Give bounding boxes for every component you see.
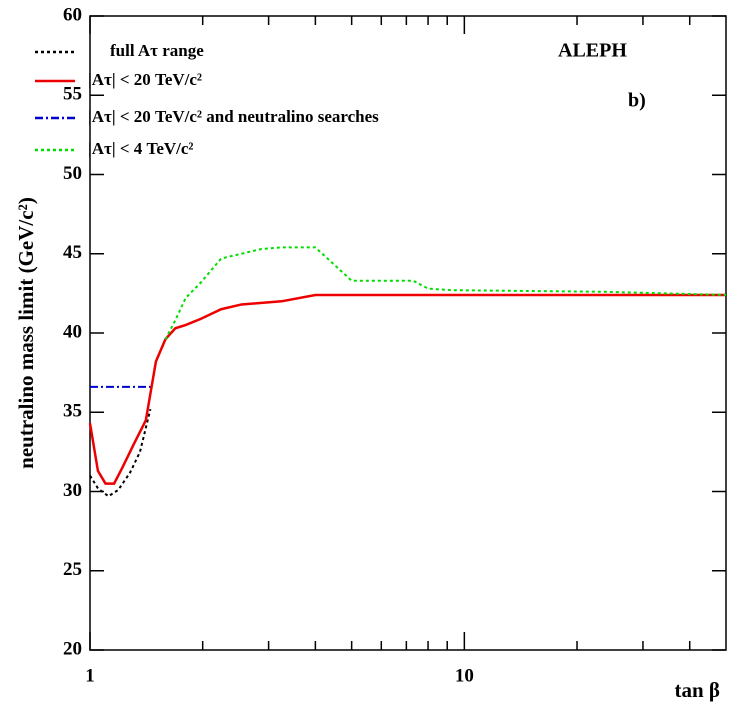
y-tick-label: 30 — [63, 480, 82, 501]
y-tick-label: 40 — [63, 321, 82, 342]
annotation: b) — [628, 90, 646, 112]
y-tick-label: 45 — [63, 242, 82, 263]
x-tick-label: 10 — [455, 665, 474, 686]
y-tick-label: 35 — [63, 401, 82, 422]
y-tick-label: 20 — [63, 638, 82, 659]
x-tick-label: 1 — [85, 665, 95, 686]
y-tick-label: 25 — [63, 559, 82, 580]
series-line — [164, 246, 727, 340]
y-tick-label: 50 — [63, 163, 82, 184]
legend-label: full Aτ range — [110, 41, 204, 60]
y-tick-label: 60 — [63, 4, 82, 25]
series-line — [88, 293, 726, 485]
y-tick-label: 55 — [63, 84, 82, 105]
legend-label: |Aτ| < 4 TeV/c² — [88, 139, 194, 158]
series-line — [89, 408, 152, 498]
legend-label: |Aτ| < 20 TeV/c² — [88, 70, 202, 89]
y-axis-label: neutralino mass limit (GeV/c²) — [14, 197, 38, 469]
legend-label: |Aτ| < 20 TeV/c² and neutralino searches — [88, 107, 379, 126]
x-axis-label: tan β — [675, 678, 721, 702]
annotation: ALEPH — [558, 40, 627, 62]
